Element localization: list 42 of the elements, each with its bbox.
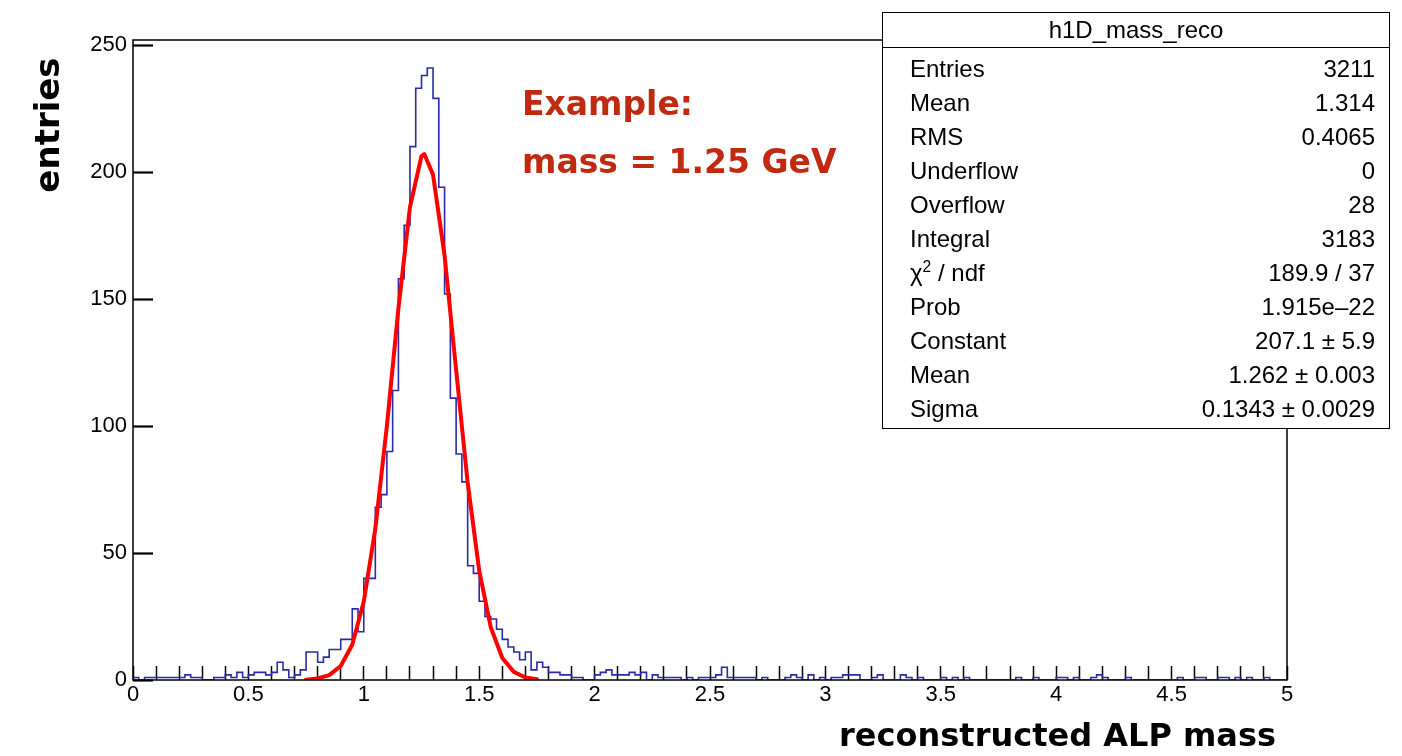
text: 3211: [1322, 54, 1375, 84]
x-tick-label: 3: [819, 681, 832, 707]
text: 0.4065: [1300, 122, 1375, 152]
annotation: 1.915e–22: [1260, 292, 1375, 322]
y-tick-label: 200: [90, 158, 127, 184]
annotation: 1.262 ± 0.003: [1227, 360, 1375, 390]
annotation: Mean: [910, 88, 972, 118]
x-tick-label: 1.5: [463, 681, 495, 707]
annotation: Overflow: [910, 190, 1006, 220]
y-tick-label: 150: [90, 285, 127, 311]
x-tick-label: 5: [1280, 681, 1294, 707]
y-tick-label: 100: [90, 412, 127, 438]
text: 28: [1347, 190, 1375, 220]
x-tick-label: 2: [588, 681, 601, 707]
annotation: Mean: [910, 360, 972, 390]
annotation: RMS: [910, 122, 965, 152]
annotation: Example:: [522, 84, 693, 123]
text: 3183: [1320, 224, 1375, 254]
annotation: 0.1343 ± 0.0029: [1200, 394, 1375, 424]
annotation: Underflow: [910, 156, 1020, 186]
annotation: Entries: [910, 54, 986, 84]
annotation: Integral: [910, 224, 992, 254]
x-tick-label: 2.5: [694, 681, 726, 707]
x-axis-title: reconstructed ALP mass: [839, 716, 1276, 754]
annotation: Sigma: [910, 394, 980, 424]
x-tick-label: 3.5: [925, 681, 957, 707]
annotation: 207.1 ± 5.9: [1254, 326, 1375, 356]
annotation: mass = 1.25 GeV: [522, 142, 837, 181]
y-tick-label: 50: [102, 539, 127, 565]
text: 0: [1360, 156, 1375, 186]
text: 1.314: [1313, 88, 1375, 118]
annotation: Prob: [910, 292, 962, 322]
y-tick-label: 250: [90, 31, 127, 57]
y-axis-title: entries: [27, 56, 67, 195]
x-tick-label: 0.5: [233, 681, 264, 707]
x-tick-label: 4: [1050, 681, 1063, 707]
annotation: χ$^{2}$ / ndf: [910, 257, 986, 288]
x-tick-label: 1: [357, 681, 370, 707]
annotation: 189.9 / 37: [1267, 258, 1375, 288]
annotation: h1D_mass_reco: [883, 13, 1389, 48]
x-tick-label: 4.5: [1156, 681, 1187, 707]
annotation: Constant: [910, 326, 1008, 356]
